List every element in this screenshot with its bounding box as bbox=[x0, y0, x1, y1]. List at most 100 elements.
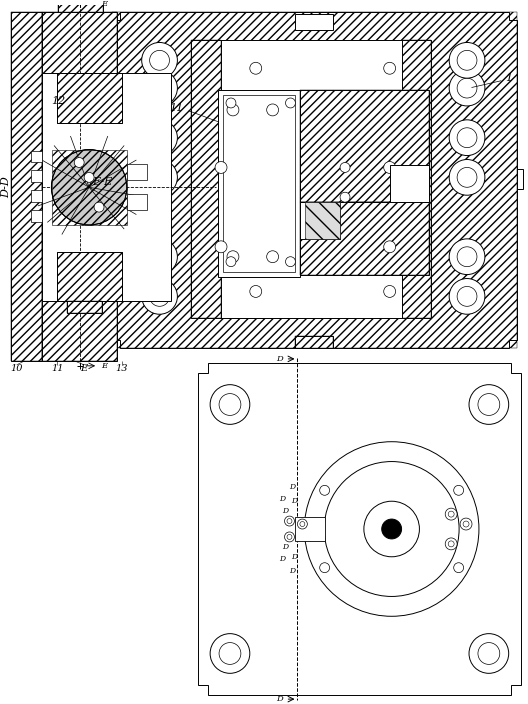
Circle shape bbox=[319, 562, 329, 572]
Circle shape bbox=[286, 257, 296, 267]
Circle shape bbox=[445, 508, 457, 520]
Circle shape bbox=[215, 161, 227, 173]
Circle shape bbox=[469, 634, 508, 673]
Circle shape bbox=[267, 251, 279, 263]
Circle shape bbox=[448, 511, 454, 517]
Bar bbox=[31, 151, 42, 163]
Circle shape bbox=[457, 168, 477, 187]
Bar bbox=[296, 13, 333, 30]
Circle shape bbox=[449, 120, 485, 156]
Text: 11: 11 bbox=[51, 364, 64, 373]
Bar bbox=[58, 73, 122, 122]
Bar bbox=[11, 12, 42, 361]
Bar bbox=[300, 202, 340, 239]
Text: D: D bbox=[291, 497, 297, 505]
Circle shape bbox=[457, 127, 477, 148]
Bar bbox=[31, 190, 42, 202]
Circle shape bbox=[219, 643, 241, 665]
Bar bbox=[42, 12, 117, 361]
Circle shape bbox=[142, 160, 177, 195]
Circle shape bbox=[227, 251, 239, 263]
Bar bbox=[300, 202, 429, 275]
Text: D-D: D-D bbox=[1, 177, 11, 198]
Circle shape bbox=[142, 70, 177, 106]
Circle shape bbox=[149, 78, 169, 98]
Circle shape bbox=[219, 394, 241, 415]
Bar bbox=[112, 12, 516, 348]
Circle shape bbox=[94, 202, 104, 212]
Bar bbox=[42, 73, 172, 301]
Circle shape bbox=[285, 516, 295, 526]
Circle shape bbox=[469, 384, 508, 425]
Text: D: D bbox=[282, 543, 289, 551]
Bar bbox=[516, 170, 523, 189]
Circle shape bbox=[250, 62, 262, 74]
Circle shape bbox=[300, 522, 305, 527]
Circle shape bbox=[297, 519, 307, 529]
Circle shape bbox=[384, 62, 395, 74]
Circle shape bbox=[449, 239, 485, 275]
Circle shape bbox=[478, 643, 500, 665]
Text: 10: 10 bbox=[11, 364, 23, 373]
Bar bbox=[300, 202, 429, 275]
Circle shape bbox=[149, 51, 169, 70]
Bar bbox=[218, 90, 300, 277]
Bar bbox=[300, 90, 429, 202]
Bar bbox=[223, 95, 296, 272]
Circle shape bbox=[454, 562, 464, 572]
Polygon shape bbox=[112, 12, 516, 348]
Circle shape bbox=[74, 158, 84, 168]
Text: 12: 12 bbox=[51, 96, 65, 106]
Circle shape bbox=[226, 98, 236, 108]
Circle shape bbox=[142, 42, 177, 78]
Circle shape bbox=[215, 241, 227, 253]
Circle shape bbox=[250, 286, 262, 297]
Circle shape bbox=[457, 247, 477, 267]
Text: D: D bbox=[282, 507, 289, 515]
Circle shape bbox=[142, 279, 177, 314]
Circle shape bbox=[364, 501, 419, 557]
Circle shape bbox=[449, 42, 485, 78]
Bar bbox=[305, 202, 340, 239]
Text: D: D bbox=[279, 555, 286, 562]
Bar bbox=[59, 2, 103, 12]
Bar bbox=[31, 210, 42, 222]
Bar bbox=[191, 40, 431, 318]
Bar bbox=[296, 336, 333, 348]
Circle shape bbox=[84, 172, 94, 182]
Circle shape bbox=[454, 485, 464, 496]
Circle shape bbox=[457, 287, 477, 306]
Circle shape bbox=[267, 104, 279, 116]
Text: D: D bbox=[291, 553, 297, 561]
Circle shape bbox=[478, 394, 500, 415]
Circle shape bbox=[149, 287, 169, 306]
Bar bbox=[67, 301, 102, 313]
Bar bbox=[11, 12, 42, 361]
Bar bbox=[67, 301, 102, 313]
Circle shape bbox=[448, 541, 454, 547]
Circle shape bbox=[457, 51, 477, 70]
Circle shape bbox=[449, 279, 485, 314]
Circle shape bbox=[142, 239, 177, 275]
Circle shape bbox=[210, 634, 250, 673]
Circle shape bbox=[210, 384, 250, 425]
Text: D: D bbox=[289, 484, 296, 491]
Bar bbox=[191, 40, 221, 318]
Circle shape bbox=[287, 519, 292, 524]
Circle shape bbox=[324, 462, 459, 596]
Bar bbox=[59, 2, 103, 12]
Text: E: E bbox=[101, 0, 107, 8]
Circle shape bbox=[286, 98, 296, 108]
Circle shape bbox=[285, 532, 295, 542]
Circle shape bbox=[149, 168, 169, 187]
Circle shape bbox=[457, 78, 477, 98]
Text: D: D bbox=[276, 695, 283, 703]
Text: 1: 1 bbox=[505, 73, 512, 83]
Bar bbox=[58, 252, 122, 301]
Text: D: D bbox=[279, 495, 286, 503]
Bar bbox=[296, 336, 333, 348]
Circle shape bbox=[463, 521, 469, 527]
Circle shape bbox=[384, 241, 395, 253]
Bar bbox=[221, 40, 402, 318]
Circle shape bbox=[384, 161, 395, 173]
